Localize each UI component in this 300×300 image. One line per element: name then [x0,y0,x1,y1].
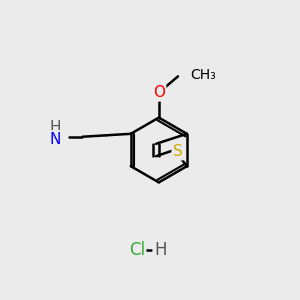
Text: S: S [173,144,183,159]
Text: O: O [153,85,165,100]
Text: N: N [50,132,61,147]
Text: CH₃: CH₃ [190,68,216,82]
Text: Cl: Cl [129,241,145,259]
Text: H: H [154,241,167,259]
Text: H: H [50,120,61,135]
